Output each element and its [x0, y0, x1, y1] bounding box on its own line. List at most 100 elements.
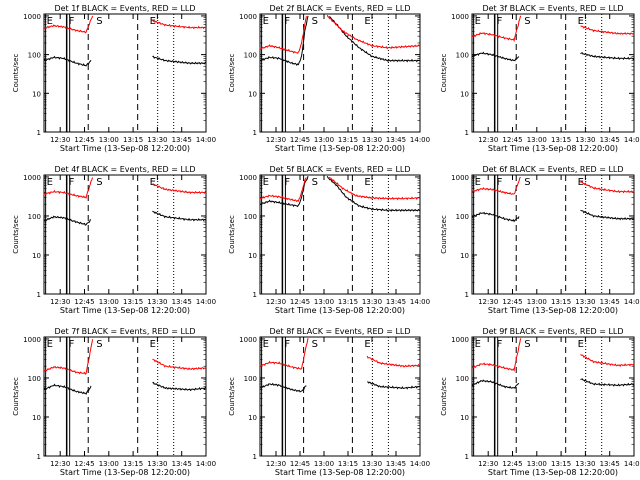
- y-axis-label: Counts/sec: [228, 215, 236, 254]
- chart-panel-7: Det 7f BLACK = Events, RED = LLD 1 10 100 10…: [12, 327, 216, 477]
- x-tick-label: 12:45: [290, 298, 310, 306]
- x-tick-label: 13:15: [551, 136, 571, 144]
- chart-panel-6: Det 6f BLACK = Events, RED = LLD 1 10 100 10…: [440, 165, 640, 315]
- x-tick-label: 13:45: [172, 298, 192, 306]
- marker-label: S: [312, 339, 318, 350]
- marker-label: F: [284, 177, 290, 188]
- y-tick-label: 1: [465, 129, 469, 137]
- events-series-line: [367, 381, 421, 390]
- x-tick-label: 14:00: [410, 298, 430, 306]
- x-tick-label: 13:00: [99, 298, 119, 306]
- x-tick-label: 13:45: [172, 136, 192, 144]
- y-tick-label: 100: [244, 375, 257, 383]
- x-tick-label: 13:30: [147, 460, 167, 468]
- y-tick-label: 1000: [451, 174, 469, 182]
- events-series-line: [43, 215, 92, 226]
- x-tick-label: 13:00: [314, 136, 334, 144]
- x-tick-label: 12:30: [50, 460, 70, 468]
- marker-label: E: [150, 177, 156, 188]
- chart-title: Det 5f BLACK = Events, RED = LLD: [269, 165, 410, 174]
- chart-panel-5: Det 5f BLACK = Events, RED = LLD 1 10 100 10…: [228, 165, 430, 315]
- marker-label: E: [475, 339, 481, 350]
- y-axis-label: Counts/sec: [440, 215, 448, 254]
- lld-series-line: [580, 181, 635, 194]
- x-tick-label: 13:45: [600, 298, 620, 306]
- x-tick-label: 12:45: [74, 136, 94, 144]
- x-tick-label: 13:15: [338, 136, 358, 144]
- y-tick-label: 1: [253, 453, 257, 461]
- x-tick-label: 13:15: [123, 460, 143, 468]
- marker-label: S: [524, 16, 530, 27]
- x-tick-label: 12:45: [502, 136, 522, 144]
- chart-title: Det 2f BLACK = Events, RED = LLD: [269, 4, 410, 13]
- marker-label: S: [96, 177, 102, 188]
- x-tick-label: 12:30: [478, 136, 498, 144]
- x-tick-label: 14:00: [196, 298, 216, 306]
- x-tick-label: 14:00: [624, 136, 640, 144]
- lld-series-line: [328, 177, 421, 201]
- x-tick-label: 13:30: [147, 298, 167, 306]
- y-tick-label: 100: [28, 375, 41, 383]
- y-tick-label: 1000: [239, 336, 257, 344]
- events-series-line: [580, 378, 635, 387]
- y-tick-label: 1: [37, 453, 41, 461]
- lld-series-line: [580, 354, 635, 368]
- y-tick-label: 10: [460, 414, 469, 422]
- y-tick-label: 10: [460, 252, 469, 260]
- x-tick-label: 13:00: [527, 136, 547, 144]
- y-tick-label: 1: [465, 291, 469, 299]
- x-axis-label: Start Time (13-Sep-08 12:20:00): [488, 306, 618, 315]
- marker-label: F: [69, 339, 75, 350]
- x-tick-label: 13:00: [527, 460, 547, 468]
- x-tick-label: 14:00: [410, 460, 430, 468]
- marker-label: E: [47, 177, 53, 188]
- events-series-line: [328, 16, 421, 63]
- x-tick-label: 12:30: [478, 460, 498, 468]
- marker-label: E: [150, 16, 156, 27]
- x-axis-label: Start Time (13-Sep-08 12:20:00): [488, 144, 618, 153]
- chart-panel-1: Det 1f BLACK = Events, RED = LLD 1 10 100 10…: [12, 4, 216, 153]
- x-tick-label: 13:00: [314, 298, 334, 306]
- marker-label: F: [284, 339, 290, 350]
- x-axis-label: Start Time (13-Sep-08 12:20:00): [60, 468, 190, 477]
- lld-series-line: [259, 338, 309, 370]
- events-series-line: [471, 379, 520, 389]
- x-tick-label: 12:45: [502, 460, 522, 468]
- plot-frame: [259, 174, 421, 295]
- plot-frame: [471, 13, 635, 133]
- y-axis-label: Counts/sec: [12, 377, 20, 416]
- marker-label: E: [263, 339, 269, 350]
- chart-panel-4: Det 4f BLACK = Events, RED = LLD 1 10 100 10…: [12, 165, 216, 315]
- lld-series-line: [471, 338, 522, 372]
- y-tick-label: 1000: [23, 13, 41, 21]
- marker-label: E: [150, 339, 156, 350]
- chart-panel-3: Det 3f BLACK = Events, RED = LLD 1 10 100 10…: [440, 4, 640, 153]
- y-tick-label: 1000: [23, 336, 41, 344]
- y-tick-label: 100: [456, 213, 469, 221]
- x-tick-label: 13:45: [600, 136, 620, 144]
- y-tick-label: 10: [460, 90, 469, 98]
- lld-series-line: [152, 183, 207, 195]
- events-series-line: [580, 209, 635, 221]
- y-axis-label: Counts/sec: [440, 54, 448, 93]
- y-tick-label: 1: [37, 291, 41, 299]
- chart-title: Det 8f BLACK = Events, RED = LLD: [269, 327, 410, 336]
- events-series-line: [326, 175, 421, 212]
- y-tick-label: 100: [28, 52, 41, 60]
- lld-series-line: [43, 177, 94, 199]
- x-tick-label: 12:30: [50, 136, 70, 144]
- x-tick-label: 14:00: [196, 136, 216, 144]
- events-series-line: [43, 383, 92, 396]
- x-tick-label: 13:45: [386, 136, 406, 144]
- plot-frame: [43, 336, 207, 457]
- plot-frame: [471, 336, 635, 457]
- chart-panel-8: Det 8f BLACK = Events, RED = LLD 1 10 100 10…: [228, 327, 430, 477]
- y-tick-label: 10: [32, 252, 41, 260]
- marker-label: E: [578, 339, 584, 350]
- x-tick-label: 13:45: [600, 460, 620, 468]
- y-tick-label: 10: [32, 414, 41, 422]
- plot-frame: [43, 174, 207, 295]
- lld-series-line: [152, 358, 207, 371]
- events-series-line: [471, 211, 520, 223]
- x-tick-label: 12:30: [50, 298, 70, 306]
